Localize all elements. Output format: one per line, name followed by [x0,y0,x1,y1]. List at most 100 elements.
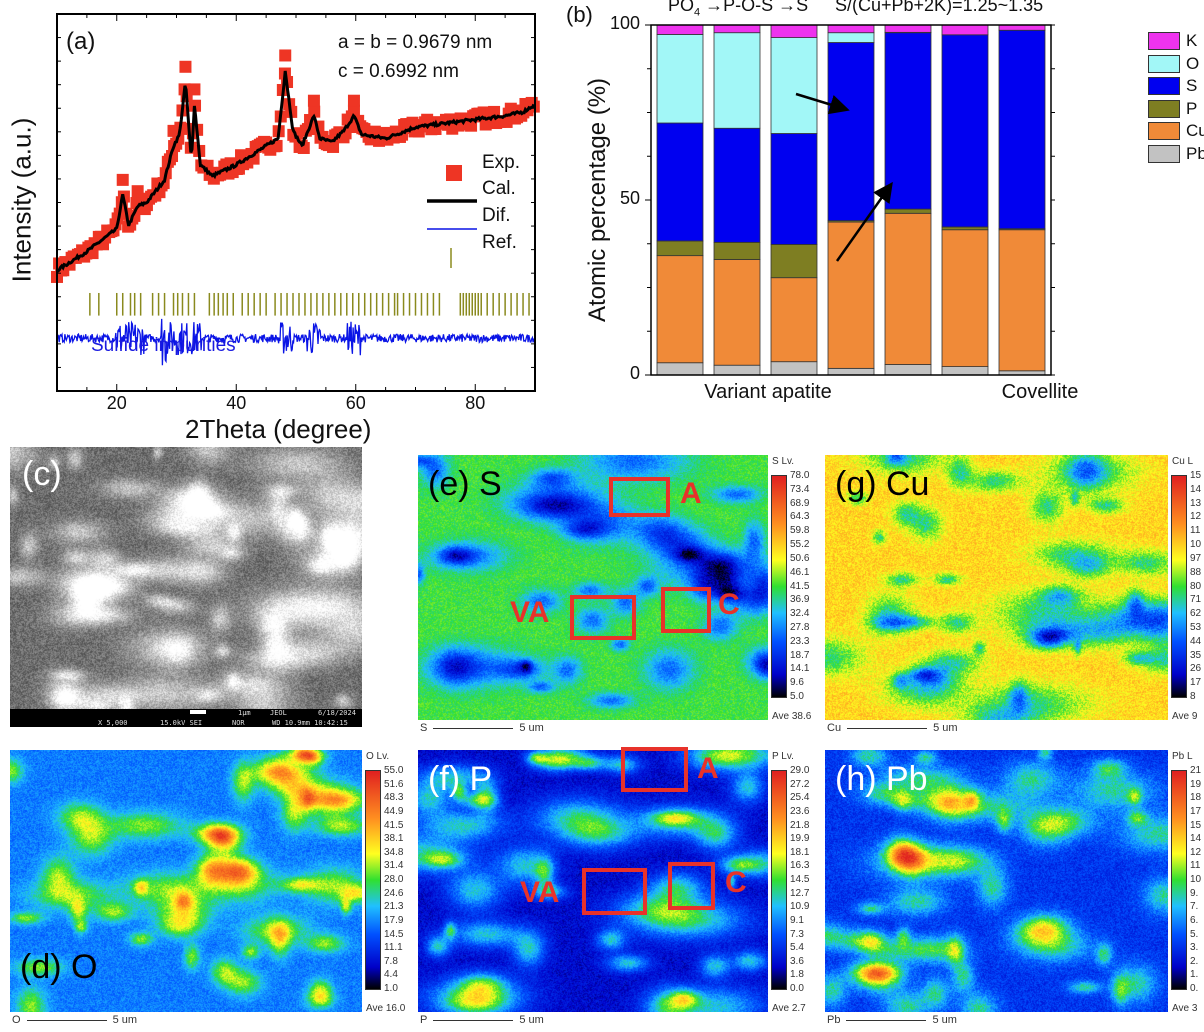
scale-line [433,1019,514,1021]
colorbar-tick-label: 14 [1190,483,1202,495]
arrow-p-to-s [835,181,893,262]
bar-segment-pb [770,361,818,376]
colorbar-tick-label: 11 [1190,860,1201,872]
pb-average: Ave 3 [1172,1003,1198,1014]
legend-swatch-o [1148,54,1180,73]
scale-line [26,1019,107,1021]
colorbar-tick-label: 21.8 [790,819,810,831]
region-box-va-s [570,595,636,640]
colorbar-tick-label: 11 [1190,525,1201,537]
region-box-a-s [609,477,670,517]
scale-element: Cu [827,722,842,734]
bar-segment-pb [884,364,932,376]
s-colorbar [771,475,787,698]
legend-label-cu: Cu [1186,121,1204,141]
bar-segment-pb [827,367,875,376]
exp-peak-point [167,124,180,137]
colorbar-tick-label: 17 [1190,677,1202,689]
colorbar-tick-label: 25.4 [790,792,810,804]
bar-segment-pb [941,366,989,376]
bar-segment-p [713,241,761,260]
x-tick-label: 80 [465,393,486,413]
region-label-va-s: VA [510,596,550,629]
colorbar-tick-label: 7.8 [384,955,398,967]
arrow-o-to-s [795,92,850,115]
cu-scale-bar: Cu 5 um [827,722,958,734]
legend-label-s: S [1186,76,1198,96]
sem-wd: WD 10.9mm 10:42:15 [272,719,348,727]
scale-element: S [420,722,428,734]
colorbar-tick-label: 53 [1190,621,1202,633]
exp-point [327,140,340,153]
x-axis-title: 2Theta (degree) [185,414,372,444]
bar-segment-s [941,34,989,228]
colorbar-tick-label: 78.0 [790,470,810,481]
exp-peak-point [279,49,292,62]
colorbar-tick-label: 46.1 [790,566,810,578]
colorbar-tick-label: 35 [1190,649,1202,661]
exp-peak-point [131,185,144,198]
group-label-covellite: Covellite [1001,381,1079,403]
colorbar-tick-label: 27.2 [790,778,810,790]
colorbar-tick-label: 32.4 [790,608,810,620]
b-ytick-0: 0 [629,363,640,383]
b-ytick-100: 100 [609,13,640,33]
colorbar-tick-label: 24.6 [384,887,404,899]
colorbar-tick-label: 1.8 [790,969,804,981]
colorbar-tick-label: 6. [1190,914,1199,926]
scale-length: 5 um [112,1014,138,1026]
exp-peak-point [188,83,201,96]
cu-colorbar [1171,475,1187,698]
sem-scale-bar [190,710,206,714]
s-average: Ave 38.6 [772,711,812,722]
legend-label-o: O [1186,53,1200,73]
stacked-bar-chart [645,24,1055,376]
header-transition: PO4 →P-O-S →S [668,0,808,19]
bar-segment-cu [998,229,1046,372]
colorbar-tick-label: 9.1 [790,914,804,926]
exp-peak-point [307,94,320,107]
legend-swatch-k [1148,32,1180,50]
bar-segment-s [998,29,1046,230]
colorbar-tick-label: 10 [1190,539,1202,551]
colorbar-tick-label: 48.3 [384,792,404,804]
colorbar-tick-label: 7.3 [790,928,804,940]
colorbar-tick-label: 7. [1190,901,1199,913]
colorbar-tick-label: 31.4 [384,860,404,872]
p-scale-bar: P 5 um [420,1014,544,1026]
exp-point [312,120,325,133]
bar-segment-s [656,122,704,242]
bar-segment-o [656,34,704,124]
exp-point [465,119,478,132]
scale-length: 5 um [519,722,544,734]
colorbar-tick-label: 2. [1190,955,1199,967]
colorbar-tick-label: 50.6 [790,552,810,564]
cu-average: Ave 9 [1172,711,1198,722]
bar-segment-k [998,24,1046,31]
bar-segment-s [770,133,818,245]
scale-length: 5 um [933,722,958,734]
bar-segment-k [713,24,761,34]
region-label-va-p: VA [520,876,560,909]
bar-segment-pb [713,364,761,376]
bar-segment-k [827,24,875,34]
group-label-variant-apatite: Variant apatite [704,381,832,403]
exp-point [53,257,66,270]
bar-segment-o [713,32,761,129]
o-colorbar-title: O Lv. [366,751,390,762]
legend-ref: Ref. [482,232,517,253]
legend-label-pb: Pb [1186,144,1204,163]
p-colorbar [771,770,787,990]
legend-exp: Exp. [482,152,521,173]
dif-line [56,318,535,366]
scale-length: 5 um [519,1014,544,1026]
p-average: Ave 2.7 [772,1003,806,1014]
region-box-c-p [668,862,715,910]
scale-element: O [12,1014,21,1026]
colorbar-tick-label: 21.3 [384,901,404,913]
panel-b-label: (b) [566,2,593,27]
bar-segment-k [941,24,989,36]
scale-element: P [420,1014,428,1026]
region-box-va-p [582,868,647,915]
colorbar-tick-label: 12 [1190,511,1202,523]
